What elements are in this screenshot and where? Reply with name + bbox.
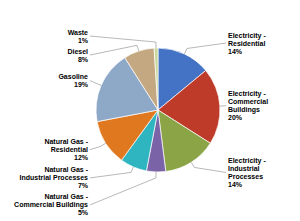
pie-slice: [154, 48, 158, 110]
slice-label: Gasoline19%: [58, 73, 88, 88]
leader-line: [90, 36, 156, 48]
slice-label: Natural Gas -Industrial Processes7%: [20, 166, 89, 189]
leader-line: [90, 172, 156, 205]
leader-line: [220, 105, 226, 107]
chart: Electricity -Residential14% Electricity -…: [0, 0, 300, 221]
leader-line: [90, 143, 106, 149]
leader-line: [90, 81, 101, 86]
slice-label: Electricity -IndustrialProcesses14%: [228, 157, 266, 188]
slice-label: Electricity -Residential14%: [228, 32, 266, 55]
slice-label: Electricity -CommercialBuildings20%: [228, 90, 268, 121]
leader-line: [184, 43, 226, 54]
leader-line: [191, 162, 226, 172]
pie-slice: [125, 48, 158, 110]
labels: Electricity -Residential14% Electricity -…: [14, 29, 268, 217]
pie-slice: [158, 110, 210, 172]
slice-label: Waste1%: [68, 29, 89, 44]
slice-label: Natural Gas -Residential12%: [44, 138, 88, 161]
leader-line: [90, 167, 133, 178]
leader-line: [90, 45, 139, 55]
slice-label: Natural Gas -Commercial Buildings5%: [14, 193, 89, 216]
slice-label: Diesel8%: [67, 48, 88, 63]
pie: [96, 48, 220, 172]
